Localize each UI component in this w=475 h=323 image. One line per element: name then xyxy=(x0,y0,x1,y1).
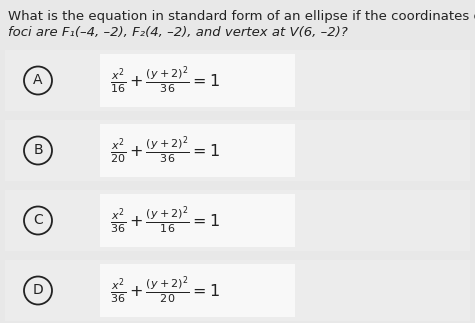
FancyBboxPatch shape xyxy=(5,190,470,251)
Text: A: A xyxy=(33,74,43,88)
Text: D: D xyxy=(33,284,43,297)
Text: $\frac{x^2}{36} + \frac{(y+2)^2}{20} = 1$: $\frac{x^2}{36} + \frac{(y+2)^2}{20} = 1… xyxy=(110,275,220,307)
FancyBboxPatch shape xyxy=(100,264,295,317)
FancyBboxPatch shape xyxy=(100,194,295,247)
Text: C: C xyxy=(33,214,43,227)
FancyBboxPatch shape xyxy=(5,120,470,181)
FancyBboxPatch shape xyxy=(5,50,470,111)
Text: $\frac{x^2}{36} + \frac{(y+2)^2}{16} = 1$: $\frac{x^2}{36} + \frac{(y+2)^2}{16} = 1… xyxy=(110,204,220,236)
Text: $\frac{x^2}{16} + \frac{(y+2)^2}{36} = 1$: $\frac{x^2}{16} + \frac{(y+2)^2}{36} = 1… xyxy=(110,65,220,97)
FancyBboxPatch shape xyxy=(100,54,295,107)
Text: What is the equation in standard form of an ellipse if the coordinates of the: What is the equation in standard form of… xyxy=(8,10,475,23)
Text: foci are F₁(–4, –2), F₂(4, –2), and vertex at V(6, –2)?: foci are F₁(–4, –2), F₂(4, –2), and vert… xyxy=(8,26,348,39)
FancyBboxPatch shape xyxy=(5,260,470,321)
Text: B: B xyxy=(33,143,43,158)
Text: $\frac{x^2}{20} + \frac{(y+2)^2}{36} = 1$: $\frac{x^2}{20} + \frac{(y+2)^2}{36} = 1… xyxy=(110,134,220,167)
FancyBboxPatch shape xyxy=(100,124,295,177)
